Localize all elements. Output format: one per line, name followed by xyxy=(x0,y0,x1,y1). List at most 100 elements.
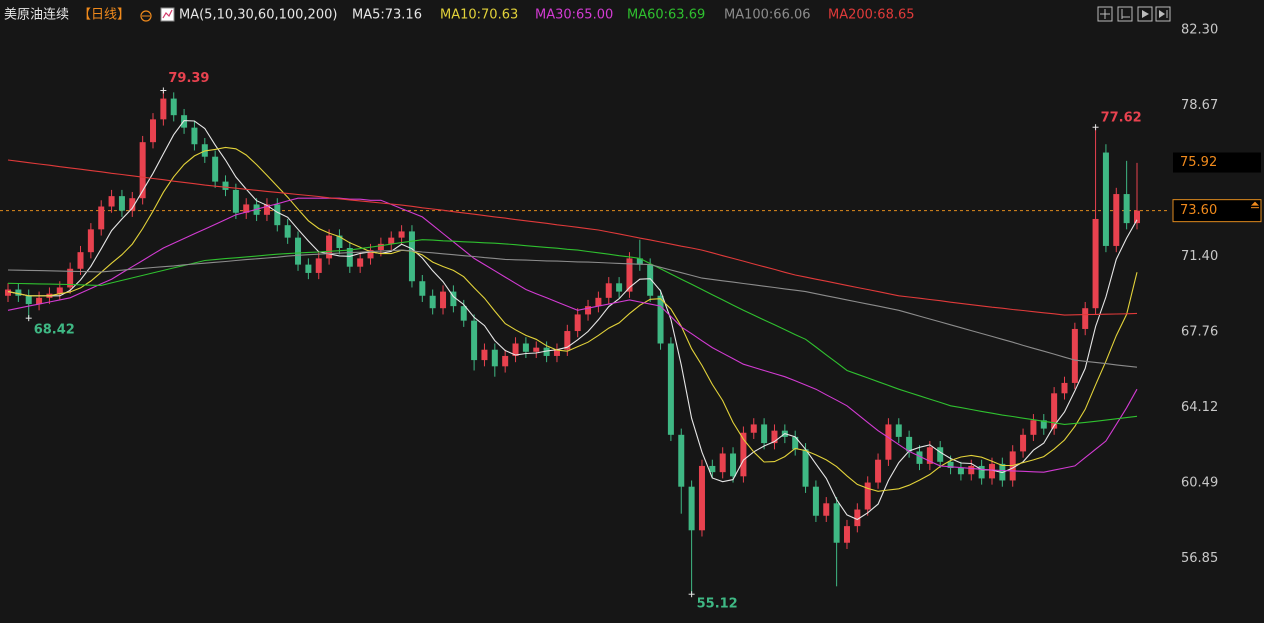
ma-title: MA(5,10,30,60,100,200) xyxy=(179,8,337,23)
tool-button[interactable] xyxy=(1117,6,1133,22)
candle-body xyxy=(346,248,353,267)
candle-body xyxy=(730,453,737,477)
candle-body xyxy=(906,436,913,452)
candle-body xyxy=(926,447,933,464)
candle-body xyxy=(636,258,643,265)
ma-line xyxy=(7,249,1138,368)
period-label[interactable]: 【日线】 xyxy=(78,8,130,23)
candle-body xyxy=(118,196,125,211)
candle-body xyxy=(150,119,157,143)
candle-body xyxy=(1113,194,1120,246)
legend-entry: MA200:68.65 xyxy=(828,8,915,23)
candle-body xyxy=(968,465,975,475)
toolbar xyxy=(1097,6,1171,22)
candle-body xyxy=(875,459,882,483)
candle-body xyxy=(170,98,177,116)
ma-line xyxy=(7,159,1138,316)
candle-body xyxy=(1030,420,1037,435)
candle-body xyxy=(36,297,43,305)
candle-body xyxy=(626,258,633,292)
candle-body xyxy=(533,347,540,352)
legend-entry: MA30:65.00 xyxy=(535,8,613,23)
candle-body xyxy=(108,196,115,207)
candle-body xyxy=(232,189,239,213)
indicator-glyph xyxy=(162,9,173,19)
candle-body xyxy=(647,264,654,296)
tool-button[interactable] xyxy=(1155,6,1171,22)
candle-body xyxy=(326,235,333,259)
candle-body xyxy=(688,486,695,531)
candle-body xyxy=(440,291,447,309)
candle-body xyxy=(1082,308,1089,329)
tool-button[interactable] xyxy=(1097,6,1113,22)
candle-body xyxy=(792,436,799,450)
candle-body xyxy=(605,283,612,298)
candle-body xyxy=(667,343,674,435)
candle-body xyxy=(160,98,167,120)
candle-body xyxy=(1020,434,1027,452)
candle-body xyxy=(978,465,985,479)
ma-line xyxy=(7,239,1138,425)
candle-body xyxy=(833,503,840,543)
candle-body xyxy=(460,306,467,321)
candle-body xyxy=(274,204,281,226)
legend-entry: MA100:66.06 xyxy=(724,8,811,23)
candle-body xyxy=(398,231,405,238)
candle-body xyxy=(1092,218,1099,309)
candle-body xyxy=(1123,194,1130,224)
candle-body xyxy=(5,289,11,296)
ma-line xyxy=(7,120,1138,521)
candle-body xyxy=(87,229,94,253)
candle-body xyxy=(947,461,954,469)
candle-body xyxy=(367,250,374,259)
extreme-label: 77.62 xyxy=(1101,111,1142,126)
tool-glyph xyxy=(1142,10,1149,18)
candle-body xyxy=(595,297,602,307)
last-price-box xyxy=(1172,199,1262,223)
extreme-label: 55.12 xyxy=(697,597,738,612)
y-tick-label: 64.12 xyxy=(1181,400,1218,415)
candle-body xyxy=(77,252,84,269)
candle-body xyxy=(1061,382,1068,394)
tool-button[interactable] xyxy=(1137,6,1153,22)
last-price-label: 73.60 xyxy=(1180,203,1217,218)
candle-body xyxy=(843,526,850,543)
candle-body xyxy=(1102,152,1109,246)
legend-entry: MA60:63.69 xyxy=(627,8,705,23)
candle-body xyxy=(895,424,902,437)
candle-body xyxy=(719,453,726,473)
candle-body xyxy=(25,295,32,305)
highlight-price-box xyxy=(1173,152,1261,173)
candle-body xyxy=(864,482,871,510)
candle-body xyxy=(481,349,488,361)
candle-body xyxy=(854,509,861,527)
ma-line xyxy=(7,197,1138,473)
chart-title: 美原油连续 xyxy=(4,7,69,23)
candle-body xyxy=(988,463,995,479)
indicator-icon[interactable] xyxy=(160,7,175,22)
y-tick-label: 56.85 xyxy=(1181,551,1218,566)
candle-body xyxy=(553,349,560,356)
legend-entry: MA10:70.63 xyxy=(440,8,518,23)
toggle-icon[interactable] xyxy=(140,10,152,22)
candle-body xyxy=(471,320,478,361)
candle-body xyxy=(357,258,364,267)
legend-entry: MA5:73.16 xyxy=(352,8,422,23)
y-tick-label: 78.67 xyxy=(1181,98,1218,113)
candle-body xyxy=(491,349,498,367)
candle-body xyxy=(585,306,592,315)
last-price-marker xyxy=(1251,201,1259,206)
candle-body xyxy=(885,424,892,460)
candle-body xyxy=(1051,393,1058,429)
candle-body xyxy=(15,289,22,296)
y-tick-label: 71.40 xyxy=(1181,249,1218,264)
candle-body xyxy=(191,127,198,145)
y-tick-label: 60.49 xyxy=(1181,475,1218,490)
candle-body xyxy=(812,486,819,516)
candle-body xyxy=(678,434,685,487)
candle-body xyxy=(771,430,778,444)
candle-body xyxy=(263,204,270,215)
candle-body xyxy=(388,237,395,244)
